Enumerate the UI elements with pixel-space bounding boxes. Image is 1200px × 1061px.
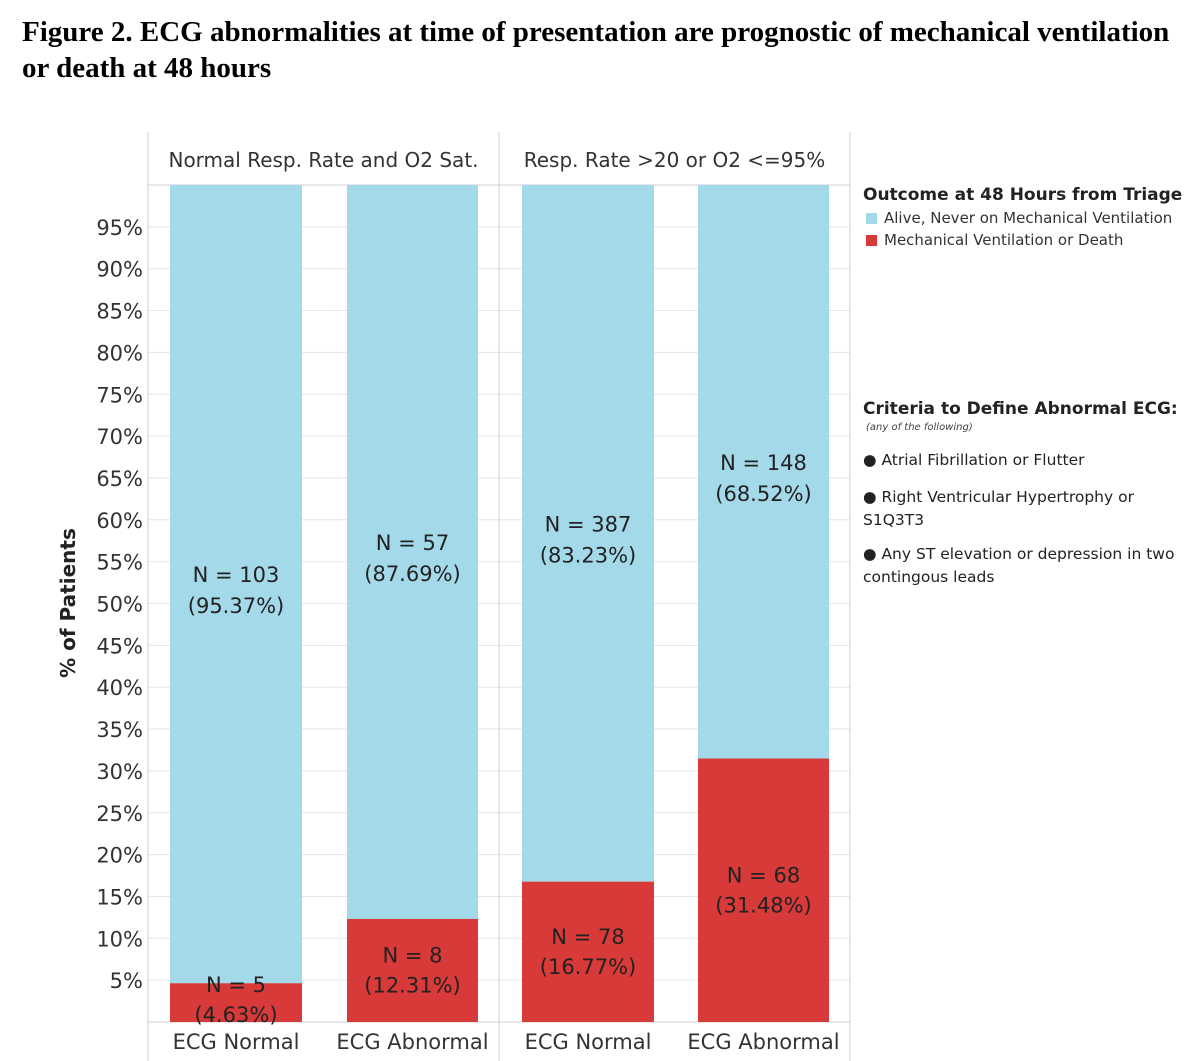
- data-label-n: N = 78: [551, 925, 624, 949]
- y-tick-label: 95%: [96, 216, 143, 240]
- data-label-pct: (12.31%): [364, 973, 460, 997]
- criteria-item-afib: ● Atrial Fibrillation or Flutter: [863, 451, 1085, 469]
- data-label-n: N = 148: [720, 451, 807, 475]
- y-tick-label: 10%: [96, 927, 143, 951]
- data-label-n: N = 8: [382, 943, 442, 967]
- data-label-pct: (95.37%): [188, 594, 284, 618]
- data-label-pct: (83.23%): [540, 543, 636, 567]
- y-tick-label: 70%: [96, 425, 143, 449]
- data-label-pct: (16.77%): [540, 955, 636, 979]
- data-label-n: N = 68: [727, 863, 800, 887]
- legend-label-death: Mechanical Ventilation or Death: [884, 231, 1124, 249]
- y-tick-label: 35%: [96, 718, 143, 742]
- panel-title: Resp. Rate >20 or O2 <=95%: [524, 148, 826, 172]
- y-tick-label: 30%: [96, 760, 143, 784]
- data-label-n: N = 57: [376, 531, 449, 555]
- legend-swatch-alive: [866, 213, 877, 224]
- panel-title: Normal Resp. Rate and O2 Sat.: [168, 148, 478, 172]
- data-label-n: N = 103: [193, 563, 280, 587]
- y-tick-label: 80%: [96, 341, 143, 365]
- bar-alive-segment: [698, 185, 829, 759]
- y-tick-label: 40%: [96, 676, 143, 700]
- y-tick-label: 75%: [96, 383, 143, 407]
- x-tick-label: ECG Normal: [173, 1030, 300, 1054]
- bar-alive-segment: [522, 185, 654, 882]
- x-tick-label: ECG Abnormal: [687, 1030, 839, 1054]
- y-tick-label: 65%: [96, 467, 143, 491]
- bar-death-segment: [698, 758, 829, 1022]
- data-label-n: N = 5: [206, 973, 266, 997]
- legend-label-alive: Alive, Never on Mechanical Ventilation: [884, 209, 1173, 227]
- x-tick-label: ECG Abnormal: [336, 1030, 488, 1054]
- bar-death-segment: [347, 918, 478, 1022]
- legend-item-alive: Alive, Never on Mechanical Ventilation: [866, 209, 1172, 227]
- data-label-pct: (4.63%): [194, 1003, 277, 1027]
- y-tick-label: 15%: [96, 885, 143, 909]
- y-tick-label: 55%: [96, 551, 143, 575]
- legend-item-death: Mechanical Ventilation or Death: [866, 231, 1123, 249]
- y-tick-label: 85%: [96, 300, 143, 324]
- criteria-item-st: ● Any ST elevation or depression in two …: [863, 545, 1175, 586]
- criteria-title: Criteria to Define Abnormal ECG:: [863, 399, 1178, 419]
- bar-death-segment: [522, 881, 654, 1022]
- y-tick-label: 25%: [96, 802, 143, 826]
- y-tick-label: 5%: [110, 969, 143, 993]
- data-label-pct: (68.52%): [715, 482, 811, 506]
- data-label-n: N = 387: [545, 512, 632, 536]
- x-tick-label: ECG Normal: [525, 1030, 652, 1054]
- figure-title: Figure 2. ECG abnormalities at time of p…: [22, 16, 1170, 84]
- criteria-item-rvh: ● Right Ventricular Hypertrophy or S1Q3T…: [863, 488, 1134, 529]
- y-tick-label: 20%: [96, 844, 143, 868]
- legend-title: Outcome at 48 Hours from Triage: [863, 185, 1183, 205]
- y-axis-title: % of Patients: [56, 528, 80, 678]
- y-tick-label: 60%: [96, 509, 143, 533]
- y-tick-label: 50%: [96, 593, 143, 617]
- y-tick-label: 45%: [96, 634, 143, 658]
- y-tick-label: 90%: [96, 258, 143, 282]
- bar-alive-segment: [347, 185, 478, 919]
- criteria-subtitle: (any of the following): [866, 422, 973, 433]
- data-label-pct: (87.69%): [364, 562, 460, 586]
- legend-swatch-death: [866, 235, 877, 246]
- bar-alive-segment: [170, 185, 302, 984]
- bar-death-segment: [170, 983, 302, 1022]
- data-label-pct: (31.48%): [715, 893, 811, 917]
